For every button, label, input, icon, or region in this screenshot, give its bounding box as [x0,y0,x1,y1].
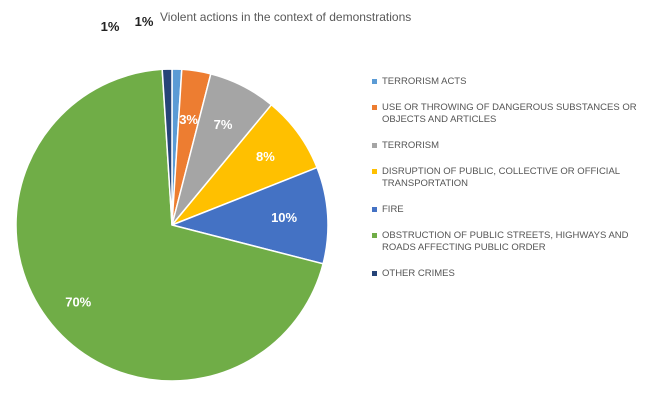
pie-slices [15,68,329,382]
legend-label: TERRORISM ACTS [382,76,467,87]
legend-label: OTHER CRIMES [382,268,455,279]
data-label-disruption-of-public-collective-or-official-transportation: 8% [256,149,275,164]
data-label-terrorism: 7% [214,117,233,132]
legend-item-terrorism-acts: TERRORISM ACTS [372,76,657,88]
legend-item-other-crimes: OTHER CRIMES [372,268,657,280]
data-label-fire: 10% [271,210,297,225]
chart-legend: TERRORISM ACTS USE OR THROWING OF DANGERO… [372,76,657,294]
legend-label: OBSTRUCTION OF PUBLIC STREETS, HIGHWAYS … [382,230,629,253]
legend-swatch [372,79,377,84]
legend-item-terrorism: TERRORISM [372,140,657,152]
legend-label: DISRUPTION OF PUBLIC, COLLECTIVE OR OFFI… [382,166,620,189]
legend-label: USE OR THROWING OF DANGEROUS SUBSTANCES … [382,102,637,125]
pie-slice-obstruction-of-public-streets-highways-and-roads-affecting-public-order [15,68,325,382]
chart-title: Violent actions in the context of demons… [160,10,411,24]
data-label-use-or-throwing-of-dangerous-substances-or-objects-and-articles: 3% [179,112,198,127]
legend-swatch [372,207,377,212]
pie-slice-other-crimes [161,68,173,226]
legend-swatch [372,233,377,238]
legend-item-fire: FIRE [372,204,657,216]
legend-swatch [372,143,377,148]
legend-item-disruption-of-public-collective-or-official-transportation: DISRUPTION OF PUBLIC, COLLECTIVE OR OFFI… [372,166,657,190]
data-label-other-crimes: 1% [101,19,120,34]
pie-slice-fire [169,166,329,265]
legend-swatch [372,105,377,110]
legend-item-use-or-throwing-of-dangerous-substances-or-objects-and-articles: USE OR THROWING OF DANGEROUS SUBSTANCES … [372,102,657,126]
legend-swatch [372,169,377,174]
legend-label: TERRORISM [382,140,439,151]
data-label-obstruction-of-public-streets-highways-and-roads-affecting-public-order: 70% [65,295,91,310]
legend-item-obstruction-of-public-streets-highways-and-roads-affecting-public-order: OBSTRUCTION OF PUBLIC STREETS, HIGHWAYS … [372,230,657,254]
data-label-terrorism-acts: 1% [135,14,154,29]
pie-data-labels: 1% 3% 7% 8% 10% 70% 1% [65,14,297,310]
legend-label: FIRE [382,204,404,215]
legend-swatch [372,271,377,276]
